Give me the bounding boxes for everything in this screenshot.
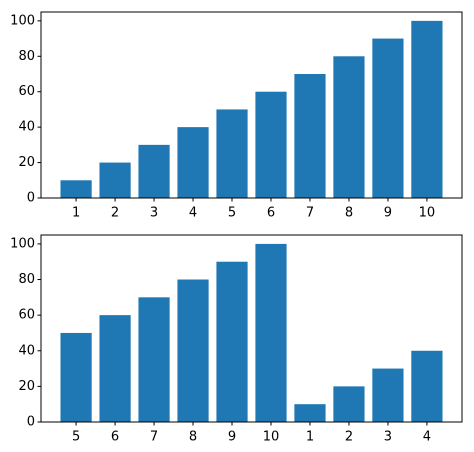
- bar-4: [177, 127, 209, 198]
- y-tick-label: 60: [18, 84, 35, 99]
- y-tick-label: 0: [27, 191, 35, 206]
- x-tick-label: 6: [111, 430, 119, 445]
- y-tick-label: 60: [18, 308, 35, 323]
- x-tick-label: 7: [150, 430, 158, 445]
- x-tick-label: 9: [384, 206, 392, 221]
- bottom-bar-chart: 0 20 40 60 80 100 5 6 7 8 9 10 1 2 3 4: [10, 234, 463, 445]
- y-tick-label: 20: [18, 155, 35, 170]
- bar-10: [255, 243, 287, 422]
- y-tick-label: 40: [18, 120, 35, 135]
- x-tick-label: 4: [189, 206, 197, 221]
- bar-3: [372, 368, 404, 422]
- bar-9: [216, 261, 248, 422]
- y-tick-label: 0: [27, 415, 35, 430]
- bar-5: [60, 332, 92, 422]
- y-tick-label: 20: [18, 379, 35, 394]
- y-tick-label: 100: [10, 236, 35, 251]
- x-tick-label: 9: [228, 430, 236, 445]
- x-tick-label: 3: [150, 206, 158, 221]
- x-tick-label: 4: [423, 430, 431, 445]
- bar-1: [60, 180, 92, 198]
- x-tick-label: 6: [267, 206, 275, 221]
- top-bar-chart: 0 20 40 60 80 100 1 2 3 4 5 6 7 8 9 10: [10, 11, 463, 221]
- bar-8: [177, 279, 209, 422]
- x-tick-label: 1: [72, 206, 80, 221]
- x-tick-label: 1: [306, 430, 314, 445]
- bar-6: [99, 315, 131, 422]
- x-tick-label: 8: [189, 430, 197, 445]
- x-tick-label: 5: [228, 206, 236, 221]
- bar-6: [255, 91, 287, 198]
- axes-frame: [40, 11, 463, 199]
- bar-7: [294, 74, 326, 198]
- bar-5: [216, 109, 248, 198]
- y-tick-label: 80: [18, 272, 35, 287]
- y-tick-label: 100: [10, 13, 35, 28]
- bar-3: [138, 144, 170, 198]
- x-tick-label: 2: [111, 206, 119, 221]
- bar-10: [411, 20, 443, 198]
- bar-4: [411, 350, 443, 422]
- x-tick-label: 2: [345, 430, 353, 445]
- x-tick-label: 7: [306, 206, 314, 221]
- x-tick-label: 10: [263, 430, 280, 445]
- x-tick-label: 8: [345, 206, 353, 221]
- bar-2: [99, 162, 131, 198]
- bar-9: [372, 38, 404, 198]
- x-tick-label: 10: [419, 206, 436, 221]
- bar-8: [333, 56, 365, 198]
- y-tick-label: 40: [18, 343, 35, 358]
- x-tick-label: 3: [384, 430, 392, 445]
- x-tick-label: 5: [72, 430, 80, 445]
- bar-2: [333, 386, 365, 422]
- bar-1: [294, 404, 326, 422]
- bar-7: [138, 297, 170, 422]
- axes-frame: [40, 234, 463, 423]
- y-tick-label: 80: [18, 49, 35, 64]
